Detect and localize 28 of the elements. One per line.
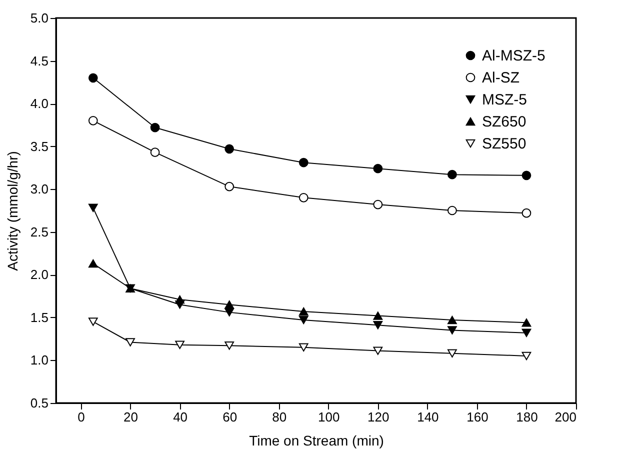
legend-label: Al-MSZ-5 — [482, 48, 546, 64]
y-tick-label: 4.0 — [30, 96, 48, 112]
legend-label: Al-SZ — [482, 70, 520, 86]
x-tick-label: 100 — [318, 410, 340, 424]
x-tick-label: 180 — [516, 410, 538, 424]
y-axis-title: Activity (mmol/g/hr) — [4, 151, 20, 271]
x-tick-label: 80 — [272, 410, 287, 424]
x-tick-label: 200 — [554, 410, 576, 424]
y-tick-label: 0.5 — [30, 396, 48, 410]
x-tick-label: 60 — [222, 410, 238, 424]
y-tick-label: 2.0 — [30, 267, 48, 282]
y-tick-label: 1.0 — [30, 352, 48, 368]
x-tick-label: 120 — [368, 410, 390, 424]
x-tick-label: 0 — [78, 410, 85, 424]
x-tick-label: 160 — [466, 410, 488, 424]
legend-label: SZ650 — [482, 114, 526, 130]
x-tick-label: 20 — [124, 410, 138, 424]
x-axis-title: Time on Stream (min) — [249, 432, 384, 448]
y-tick-label: 4.5 — [30, 53, 48, 68]
x-tick-label: 40 — [173, 410, 188, 424]
y-tick-label: 1.5 — [30, 310, 48, 325]
y-tick-label: 3.5 — [30, 138, 48, 154]
legend-label: MSZ-5 — [482, 92, 527, 108]
y-tick-label: 3.0 — [30, 182, 48, 197]
y-tick-label: 2.5 — [30, 224, 48, 240]
legend-label: SZ550 — [482, 136, 526, 152]
y-tick-label: 5.0 — [30, 10, 48, 26]
x-tick-label: 140 — [417, 410, 439, 424]
